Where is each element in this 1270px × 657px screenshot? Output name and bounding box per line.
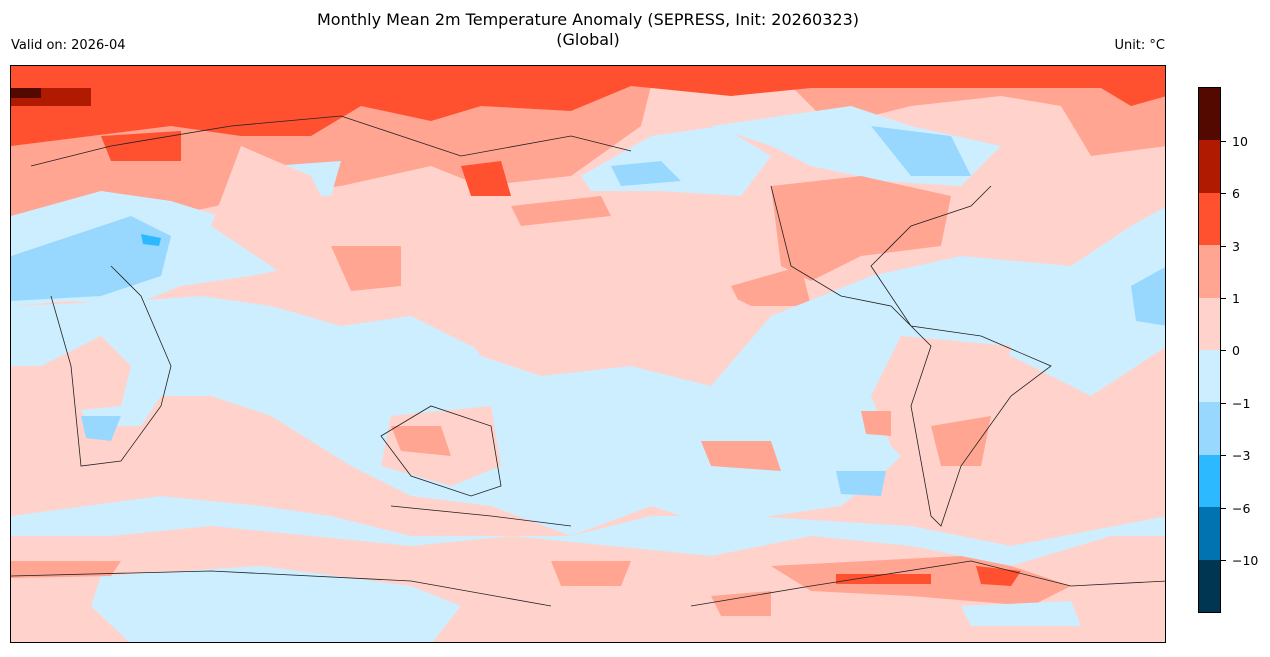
colorbar-tick: 1 (1221, 291, 1240, 306)
colorbar-segment (1199, 88, 1220, 141)
colorbar-tick: 10 (1221, 134, 1248, 149)
colorbar-tick: 6 (1221, 186, 1240, 201)
colorbar-segment (1199, 559, 1220, 613)
anomaly-region (11, 207, 1165, 536)
colorbar-tick: 0 (1221, 343, 1240, 358)
chart-title: Monthly Mean 2m Temperature Anomaly (SEP… (317, 10, 859, 29)
colorbar-segment (1199, 297, 1220, 351)
anomaly-region (961, 601, 1081, 626)
colorbar-tick: 3 (1221, 239, 1240, 254)
anomaly-region (101, 131, 181, 161)
anomaly-region (871, 126, 971, 176)
anomaly-region (861, 411, 891, 436)
anomaly-region (11, 88, 41, 98)
colorbar-segment (1199, 350, 1220, 403)
colorbar (1198, 87, 1221, 613)
unit-label: Unit: °C (1114, 38, 1165, 53)
anomaly-region (461, 161, 511, 196)
anomaly-region (701, 441, 781, 471)
anomaly-region (41, 336, 131, 411)
anomaly-region (11, 216, 171, 301)
anomaly-region (211, 146, 371, 316)
anomaly-region (11, 66, 1165, 146)
valid-date-label: Valid on: 2026-04 (11, 38, 126, 53)
anomaly-region (771, 176, 951, 281)
anomaly-region (11, 496, 1165, 566)
colorbar-tick: −6 (1221, 501, 1250, 516)
anomaly-region (791, 86, 1165, 156)
anomaly-map (10, 65, 1166, 643)
colorbar-segment (1199, 140, 1220, 193)
anomaly-region (511, 196, 611, 226)
anomaly-region (836, 574, 931, 584)
anomaly-region (731, 266, 811, 306)
anomaly-region (611, 161, 681, 186)
anomaly-region (551, 561, 631, 586)
anomaly-region (871, 336, 1011, 486)
colorbar-tick: −3 (1221, 448, 1250, 463)
colorbar-tick: −1 (1221, 396, 1250, 411)
chart-subtitle: (Global) (556, 30, 620, 49)
coastlines (11, 115, 1165, 607)
anomaly-region (711, 591, 771, 616)
anomaly-region (391, 426, 451, 456)
anomaly-region (836, 471, 886, 496)
anomaly-region (141, 234, 161, 246)
colorbar-segment (1199, 507, 1220, 560)
anomaly-region (451, 286, 771, 386)
map-field (11, 66, 1165, 642)
colorbar-tick: −10 (1221, 553, 1258, 568)
colorbar-segment (1199, 192, 1220, 246)
colorbar-segment (1199, 402, 1220, 455)
colorbar-segment (1199, 454, 1220, 508)
anomaly-region (81, 416, 121, 441)
colorbar-segment (1199, 245, 1220, 298)
anomaly-region (1131, 267, 1165, 326)
anomaly-region (331, 246, 401, 291)
anomaly-region (91, 566, 461, 642)
anomaly-region (931, 416, 991, 466)
